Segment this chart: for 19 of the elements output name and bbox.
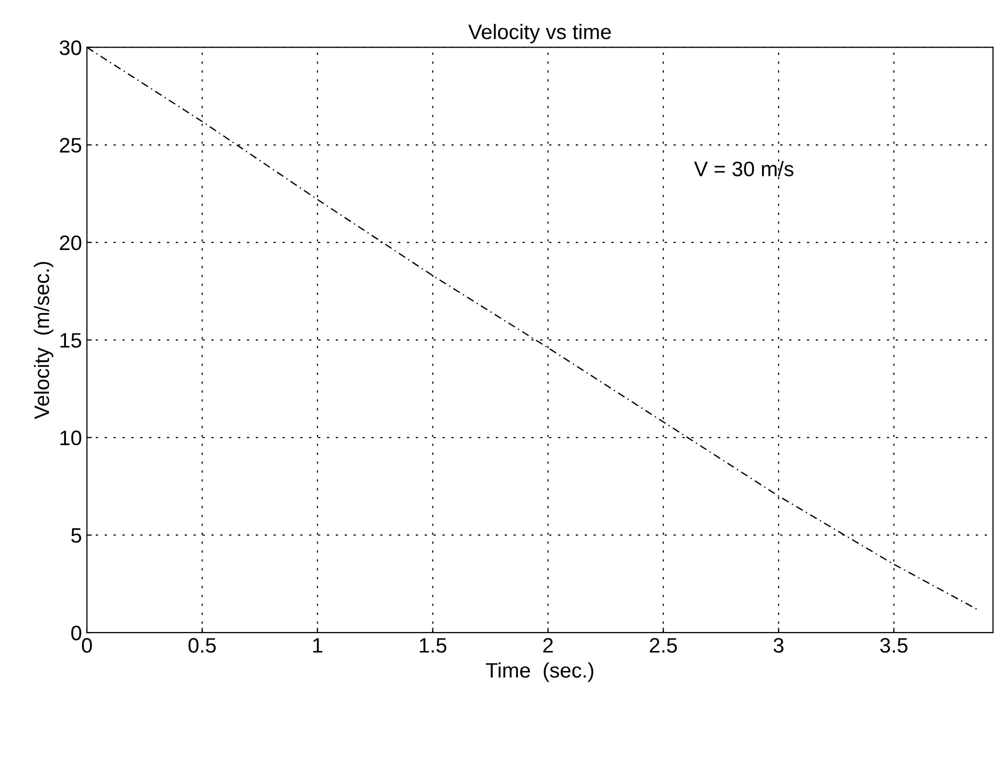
y-tick-label: 20 [60,235,82,250]
x-tick-label: 2.5 [650,638,677,653]
y-tick-label: 30 [60,40,82,56]
x-tick-label: 3 [774,638,784,653]
y-tick-label: 10 [60,430,82,446]
y-tick-label: 25 [60,138,82,153]
chart-title: Velocity vs time [468,24,611,44]
x-axis-title: Time (sec.) [486,662,594,682]
x-tick-label: 3.5 [880,638,908,653]
y-tick-label: 5 [71,528,82,543]
y-tick-label: 15 [60,333,82,348]
x-tick-label: 2 [543,638,553,653]
y-axis-title: Velocity (m/sec.) [34,262,54,420]
x-tick-label: 1 [313,638,322,653]
x-tick-label: 1.5 [420,638,446,653]
x-tick-label: 0 [82,638,92,653]
y-tick-label: 0 [71,626,82,640]
annotation: V = 30 m/s [694,161,794,176]
x-tick-label: 0.5 [188,638,216,653]
